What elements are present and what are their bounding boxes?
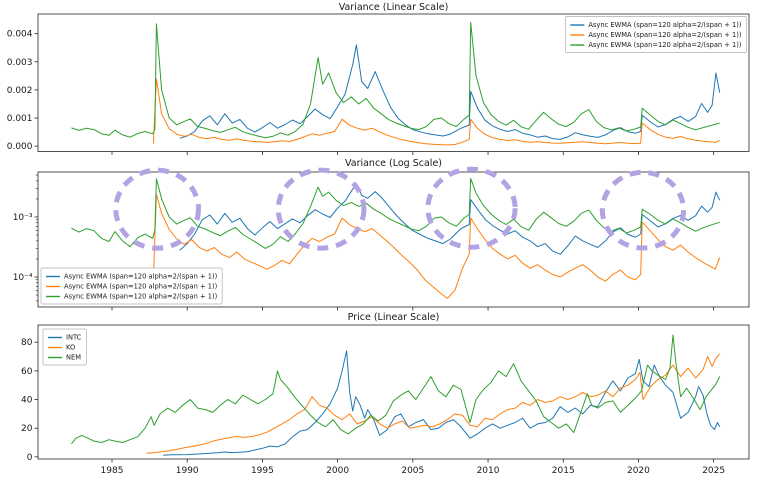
legend-label: Async EWMA (span=120 alpha=2/(span + 1)) — [588, 41, 742, 49]
panel-3: 1985 1990 1995 2000 2005 2010 2015 2020 2025 0 20 4… — [21, 324, 750, 476]
panel-2: 10⁻³ 10⁻⁴ Async EWMA (span=120 alpha=2/(sp… — [13, 166, 750, 311]
legend-label: KO — [66, 344, 75, 352]
legend: Async EWMA (span=120 alpha=2/(span + 1))… — [564, 16, 747, 53]
x-tick-label: 1985 — [101, 466, 124, 476]
series-NEM-line — [71, 334, 721, 445]
legend-label: Async EWMA (span=120 alpha=2/(span + 1)) — [588, 21, 742, 29]
panel-1: 0.000 0.001 0.002 0.003 0.004 Async EWMA (spa… — [7, 13, 750, 155]
series-INTC-line — [179, 44, 721, 140]
legend-box — [564, 16, 747, 53]
series-KO-line — [146, 353, 721, 454]
x-tick-label: 2005 — [401, 466, 424, 476]
series-KO-line — [152, 193, 721, 299]
y-tick-label: 10⁻³ — [13, 213, 33, 223]
y-tick-label: 0.001 — [7, 114, 33, 124]
legend-label: Async EWMA (span=120 alpha=2/(span + 1)) — [64, 293, 218, 301]
y-tick-label: 0.002 — [7, 86, 33, 96]
y-tick-label: 0.003 — [7, 58, 33, 68]
series-INTC-line — [163, 350, 721, 456]
y-tick-label: 80 — [21, 338, 33, 348]
legend-box — [40, 267, 223, 305]
legend-label: Async EWMA (span=120 alpha=2/(span + 1)) — [64, 283, 218, 291]
y-tick-label: 60 — [21, 367, 33, 377]
highlight-ellipse — [275, 167, 367, 251]
x-tick-label: 2010 — [477, 466, 500, 476]
series-NEM-line — [71, 21, 720, 139]
series-KO-line — [152, 78, 720, 146]
series-INTC-line — [179, 183, 721, 255]
legend-label: Async EWMA (span=120 alpha=2/(span + 1)) — [64, 273, 218, 281]
y-tick-label: 0.000 — [7, 142, 33, 152]
x-tick-label: 1995 — [251, 466, 274, 476]
x-tick-label: 1990 — [176, 466, 199, 476]
y-tick-label: 40 — [21, 396, 33, 406]
y-tick-label: 20 — [21, 424, 33, 434]
panel2-title: Variance (Log Scale) — [345, 158, 442, 169]
x-tick-label: 2025 — [702, 466, 725, 476]
legend-label: Async EWMA (span=120 alpha=2/(span + 1)) — [588, 31, 742, 39]
plot-area: 0.000 0.001 0.002 0.003 0.004 Async EWMA (spa… — [7, 13, 750, 476]
x-tick-label: 2015 — [552, 466, 575, 476]
highlight-ellipse — [599, 169, 687, 251]
panel3-title: Price (Linear Scale) — [348, 312, 440, 323]
x-tick-label: 2020 — [627, 466, 650, 476]
highlight-ellipse — [425, 166, 518, 250]
legend-label: INTC — [66, 334, 82, 342]
y-tick-label: 0.004 — [7, 30, 33, 40]
y-tick-label: 0 — [27, 453, 33, 463]
highlight-ellipse — [113, 167, 201, 251]
axes-frame — [37, 171, 750, 308]
legend: INTC KO NEM — [42, 328, 87, 366]
y-tick-label: 10⁻⁴ — [13, 273, 33, 283]
panel1-title: Variance (Linear Scale) — [339, 2, 449, 13]
x-tick-label: 2000 — [326, 466, 349, 476]
legend: Async EWMA (span=120 alpha=2/(span + 1))… — [40, 267, 223, 305]
series-NEM-line — [71, 177, 720, 249]
legend-label: NEM — [66, 354, 81, 362]
axes-frame — [37, 324, 750, 460]
axes-frame — [37, 13, 750, 152]
